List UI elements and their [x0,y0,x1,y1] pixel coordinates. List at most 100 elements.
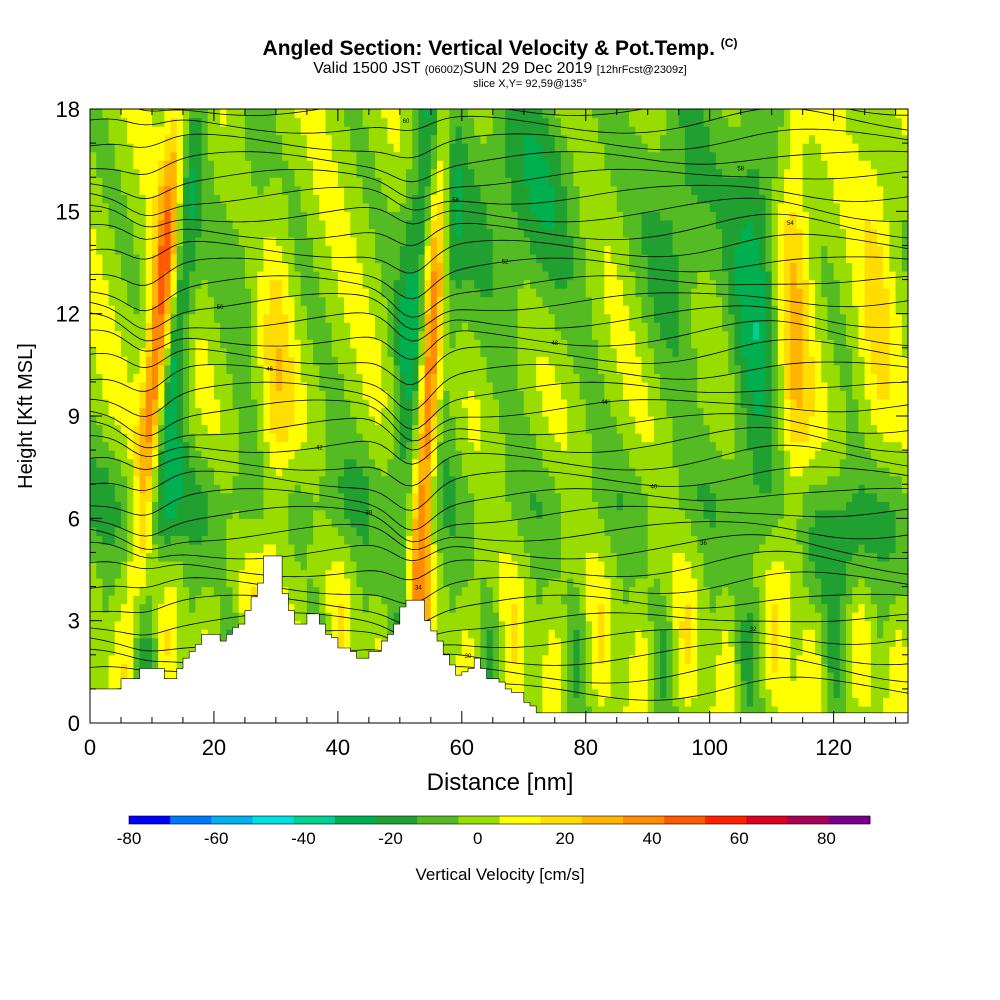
field-cell [164,390,172,400]
field-cell [424,364,432,374]
field-cell [461,509,469,519]
field-cell [356,637,364,647]
field-cell [139,322,147,332]
field-cell [102,671,110,681]
field-cell [176,552,184,562]
field-cell [269,245,277,255]
field-cell [486,620,494,630]
field-cell [220,450,227,460]
field-cell [362,620,370,630]
field-cell [356,262,364,272]
field-cell [127,347,134,357]
field-cell [306,177,314,187]
field-cell [282,228,289,238]
field-cell [468,126,475,136]
field-cell [418,160,426,170]
field-cell [114,356,122,366]
field-cell [207,185,215,195]
field-cell [492,219,500,229]
field-cell [480,629,488,639]
field-cell [306,458,314,468]
field-cell [207,279,215,289]
field-cell [120,595,128,605]
field-cell [375,160,382,170]
field-cell [344,262,351,272]
field-cell [139,458,147,468]
field-cell [325,168,333,178]
field-cell [499,475,506,485]
field-cell [461,390,469,400]
field-cell [319,313,327,323]
field-cell [443,117,451,127]
field-cell [300,339,308,349]
field-cell [313,424,320,434]
field-cell [356,322,364,332]
field-cell [226,433,234,443]
field-cell [412,492,420,502]
field-cell [474,646,482,656]
field-cell [511,509,519,519]
field-cell [257,202,265,212]
field-cell [114,194,122,204]
field-cell [306,578,314,588]
field-cell [387,526,395,536]
field-cell [517,620,525,630]
field-cell [300,236,308,247]
field-cell [195,202,203,212]
field-cell [313,398,320,409]
field-cell [207,330,215,340]
field-cell [102,629,110,639]
field-cell [455,109,463,119]
field-cell [313,509,320,519]
field-cell [517,671,525,681]
field-cell [412,322,420,332]
field-cell [313,271,320,281]
field-cell [306,509,314,519]
field-cell [294,279,302,289]
field-cell [90,151,97,161]
field-cell [282,126,289,136]
field-cell [381,450,389,460]
field-cell [412,526,420,536]
field-cell [480,109,488,119]
field-cell [331,228,339,238]
field-cell [257,492,265,502]
field-cell [251,492,258,502]
field-cell [220,526,227,536]
field-cell [387,228,395,238]
field-cell [263,330,271,340]
field-cell [182,219,190,229]
field-cell [164,253,172,264]
field-cell [499,262,506,272]
field-cell [257,578,265,588]
field-cell [387,151,395,161]
field-cell [139,629,147,639]
field-cell [120,262,128,272]
field-cell [325,458,333,468]
field-cell [158,143,165,153]
field-cell [145,407,153,417]
field-cell [182,381,190,392]
field-cell [325,347,333,357]
field-cell [263,364,271,374]
field-cell [226,245,234,255]
field-cell [486,262,494,272]
field-cell [114,160,122,170]
field-cell [139,646,147,656]
field-cell [195,492,203,502]
field-cell [455,177,463,187]
field-cell [443,253,451,264]
field-cell [139,211,147,221]
field-cell [269,484,277,494]
field-cell [213,322,221,332]
field-cell [282,390,289,400]
field-cell [275,117,283,127]
field-cell [96,339,103,349]
field-cell [344,560,351,571]
field-cell [102,381,110,392]
field-cell [189,509,196,519]
field-cell [337,467,345,477]
field-cell [325,296,333,306]
field-cell [164,467,172,477]
field-cell [201,245,209,255]
